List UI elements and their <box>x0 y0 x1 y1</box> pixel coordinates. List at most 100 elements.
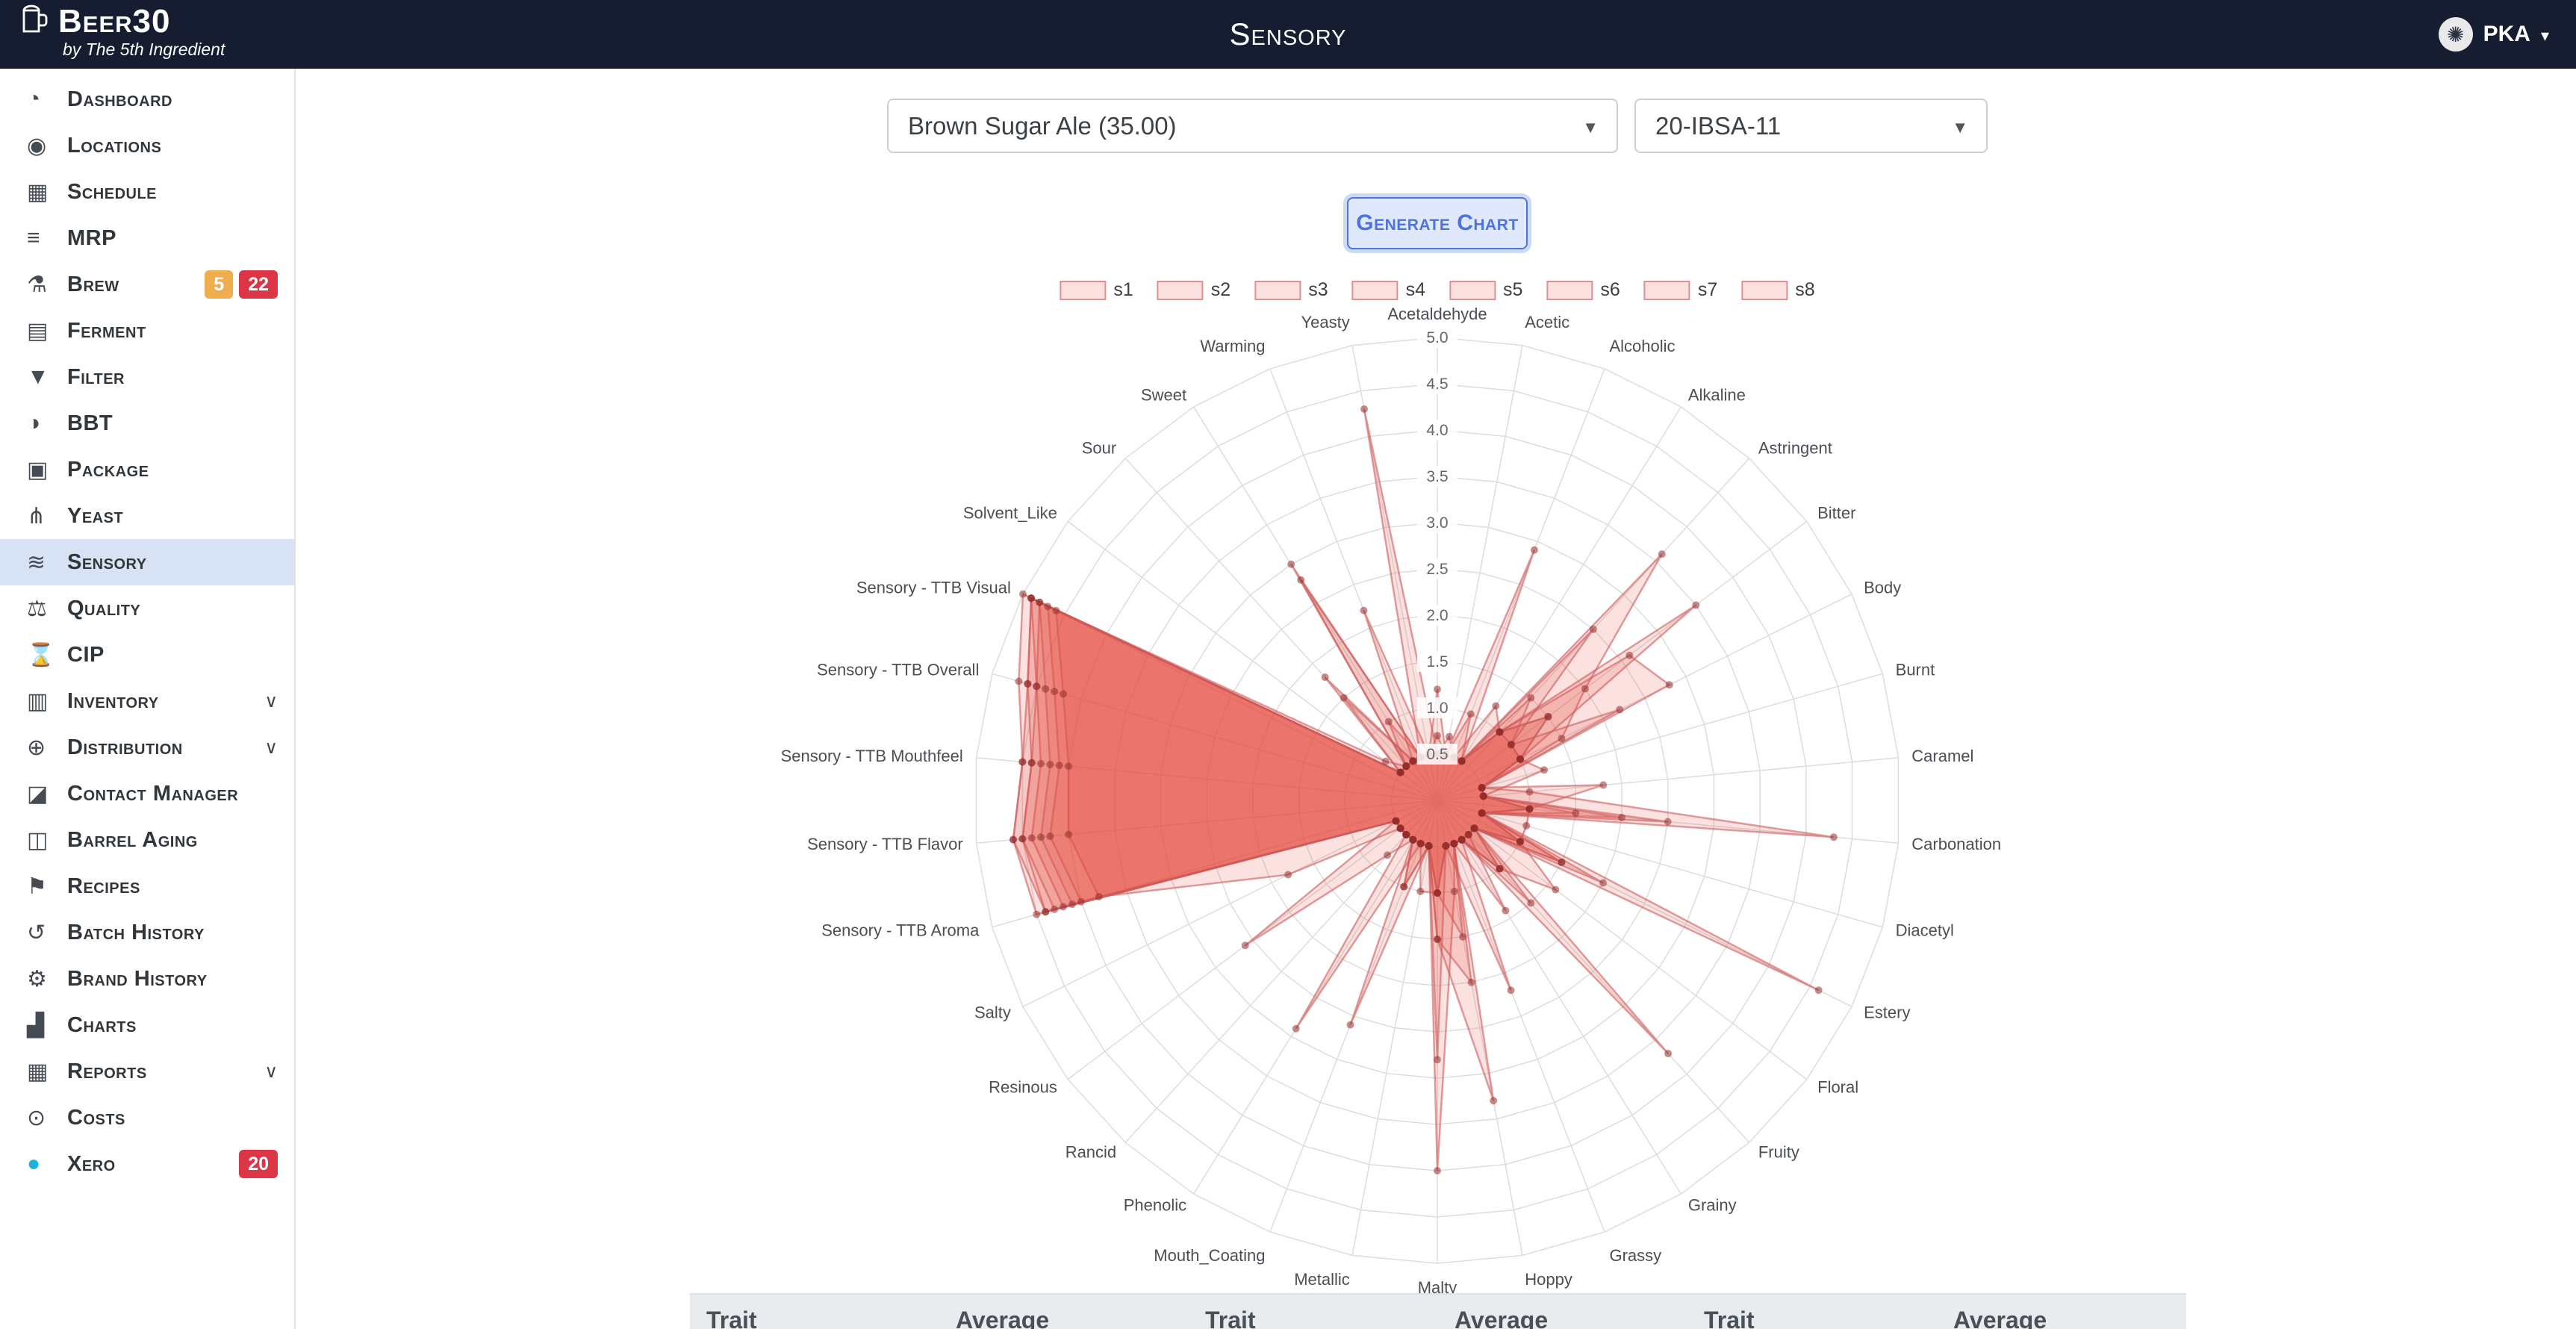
barrel-icon: ◫ <box>27 827 49 853</box>
sidebar-item-batch-history[interactable]: ↺ Batch History <box>0 909 294 956</box>
legend-label: s3 <box>1308 279 1328 300</box>
svg-text:Sensory - TTB Mouthfeel: Sensory - TTB Mouthfeel <box>781 747 963 765</box>
svg-text:Sensory - TTB Visual: Sensory - TTB Visual <box>856 579 1011 597</box>
sidebar-item-costs[interactable]: ⊙ Costs <box>0 1095 294 1141</box>
scales-icon: ⚖ <box>27 596 47 621</box>
brand-select[interactable]: Brown Sugar Ale (35.00) ▼ <box>887 99 1618 153</box>
svg-text:5.0: 5.0 <box>1426 329 1448 346</box>
count-badge: 22 <box>239 270 278 299</box>
sidebar-item-filter[interactable]: ▼ Filter <box>0 354 294 400</box>
sidebar-item-label: Dashboard <box>67 87 172 111</box>
sidebar-item-charts[interactable]: ▟ Charts <box>0 1002 294 1048</box>
sidebar-item-label: Package <box>67 457 149 482</box>
sidebar-item-quality[interactable]: ⚖ Quality <box>0 585 294 632</box>
flask-icon: ⚗ <box>27 272 47 297</box>
svg-text:Solvent_Like: Solvent_Like <box>963 504 1057 523</box>
svg-text:Acetic: Acetic <box>1525 313 1569 332</box>
sidebar-item-xero[interactable]: ● Xero 20 <box>0 1141 294 1187</box>
svg-text:Carbonation: Carbonation <box>1911 835 2001 853</box>
table-header-cell-1: Average <box>956 1307 1050 1329</box>
report-table-icon: ▦ <box>27 1059 49 1084</box>
svg-text:Resinous: Resinous <box>989 1077 1057 1096</box>
xero-logo-icon: ● <box>27 1151 41 1176</box>
legend-item-s6[interactable]: s6 <box>1546 279 1620 301</box>
globe-icon: ⊕ <box>27 735 46 760</box>
beer-mug-icon <box>21 4 49 38</box>
svg-text:1.5: 1.5 <box>1426 653 1448 670</box>
svg-text:4.5: 4.5 <box>1426 376 1448 393</box>
sidebar-item-label: Barrel Aging <box>67 827 198 852</box>
sidebar-item-ferment[interactable]: ▤ Ferment <box>0 308 294 354</box>
sidebar-item-mrp[interactable]: ≡ MRP <box>0 215 294 261</box>
batch-select[interactable]: 20-IBSA-11 ▼ <box>1634 99 1988 153</box>
legend-swatch <box>1643 280 1690 300</box>
sidebar-item-brand-history[interactable]: ⚙ Brand History <box>0 956 294 1002</box>
sidebar-item-label: Brew <box>67 272 119 296</box>
legend-swatch <box>1157 280 1204 300</box>
sidebar-item-distribution[interactable]: ⊕ Distribution ∨ <box>0 724 294 771</box>
user-menu[interactable]: ✺ PKA ▾ <box>2438 0 2549 69</box>
legend-swatch <box>1351 280 1399 300</box>
svg-text:Alkaline: Alkaline <box>1688 386 1746 405</box>
legend-item-s4[interactable]: s4 <box>1351 279 1425 301</box>
sidebar-item-bbt[interactable]: ◑ BBT <box>0 400 294 446</box>
sidebar-item-brew[interactable]: ⚗ Brew 5 22 <box>0 261 294 308</box>
svg-text:Grainy: Grainy <box>1688 1195 1737 1214</box>
costs-coin-icon: ⊙ <box>27 1105 46 1130</box>
count-badge: 5 <box>205 270 234 299</box>
sidebar-nav: ◔ Dashboard ◉ Locations ▦ Schedule ≡ MRP ⚗ Brew 5 2… <box>0 69 296 1329</box>
legend-swatch <box>1741 280 1788 300</box>
legend-label: s7 <box>1697 279 1718 300</box>
sidebar-item-reports[interactable]: ▦ Reports ∨ <box>0 1048 294 1095</box>
svg-text:Hoppy: Hoppy <box>1525 1270 1572 1289</box>
legend-item-s3[interactable]: s3 <box>1254 279 1328 301</box>
calendar-icon: ▦ <box>27 179 49 205</box>
legend-label: s4 <box>1405 279 1425 300</box>
sidebar-item-barrel-aging[interactable]: ◫ Barrel Aging <box>0 817 294 863</box>
sidebar-item-label: Brand History <box>67 966 208 991</box>
chevron-down-icon: ▾ <box>2540 26 2549 45</box>
chevron-down-icon: ▼ <box>1952 118 1968 137</box>
legend-item-s8[interactable]: s8 <box>1741 279 1815 301</box>
legend-item-s5[interactable]: s5 <box>1449 279 1522 301</box>
sidebar-item-label: Sensory <box>67 550 147 574</box>
legend-item-s1[interactable]: s1 <box>1060 279 1133 301</box>
topbar: Beer30 by The 5th Ingredient Sensory ✺ P… <box>0 0 2576 69</box>
sidebar-item-yeast[interactable]: ⋔ Yeast <box>0 493 294 539</box>
sidebar-item-package[interactable]: ▣ Package <box>0 446 294 493</box>
legend-label: s8 <box>1795 279 1815 300</box>
svg-text:3.5: 3.5 <box>1426 468 1448 485</box>
sidebar-item-sensory[interactable]: ≋ Sensory <box>0 539 294 585</box>
svg-text:1.0: 1.0 <box>1426 700 1448 717</box>
legend-item-s2[interactable]: s2 <box>1157 279 1231 301</box>
sidebar-item-label: Ferment <box>67 318 146 343</box>
sidebar-item-cip[interactable]: ⌛ CIP <box>0 632 294 678</box>
sidebar-item-dashboard[interactable]: ◔ Dashboard <box>0 76 294 122</box>
sidebar-item-schedule[interactable]: ▦ Schedule <box>0 169 294 215</box>
sidebar-item-label: Recipes <box>67 874 140 898</box>
legend-item-s7[interactable]: s7 <box>1643 279 1718 301</box>
svg-text:2.0: 2.0 <box>1426 607 1448 624</box>
sidebar-item-recipes[interactable]: ⚑ Recipes <box>0 863 294 909</box>
sidebar-item-label: Contact Manager <box>67 781 239 806</box>
brand-select-value: Brown Sugar Ale (35.00) <box>908 111 1177 140</box>
generate-chart-button[interactable]: Generate Chart <box>1347 197 1528 249</box>
sidebar-item-inventory[interactable]: ▥ Inventory ∨ <box>0 678 294 724</box>
count-badge: 20 <box>239 1149 278 1179</box>
svg-text:4.0: 4.0 <box>1426 422 1448 439</box>
sidebar-item-right: 5 22 <box>205 270 278 299</box>
svg-text:Salty: Salty <box>974 1003 1011 1021</box>
sidebar-item-label: BBT <box>67 411 113 435</box>
app-logo[interactable]: Beer30 by The 5th Ingredient <box>21 4 225 60</box>
sidebar-item-label: Batch History <box>67 920 205 944</box>
svg-text:Sweet: Sweet <box>1141 386 1186 405</box>
sidebar-item-right: ∨ <box>264 1061 278 1083</box>
legend-label: s2 <box>1210 279 1231 300</box>
sidebar-item-locations[interactable]: ◉ Locations <box>0 122 294 169</box>
main-content: Brown Sugar Ale (35.00) ▼ 20-IBSA-11 ▼ G… <box>296 69 2576 1329</box>
radar-chart-svg: 0.5 1.0 1.5 2.0 2.5 3.0 3.5 4.0 4.5 5.0 Acetaldehy… <box>781 305 2002 1297</box>
sidebar-item-label: Reports <box>67 1059 147 1083</box>
svg-text:Rancid: Rancid <box>1065 1142 1116 1161</box>
sidebar-item-contact-manager[interactable]: ◪ Contact Manager <box>0 771 294 817</box>
table-header-cell-5: Average <box>1953 1307 2047 1329</box>
